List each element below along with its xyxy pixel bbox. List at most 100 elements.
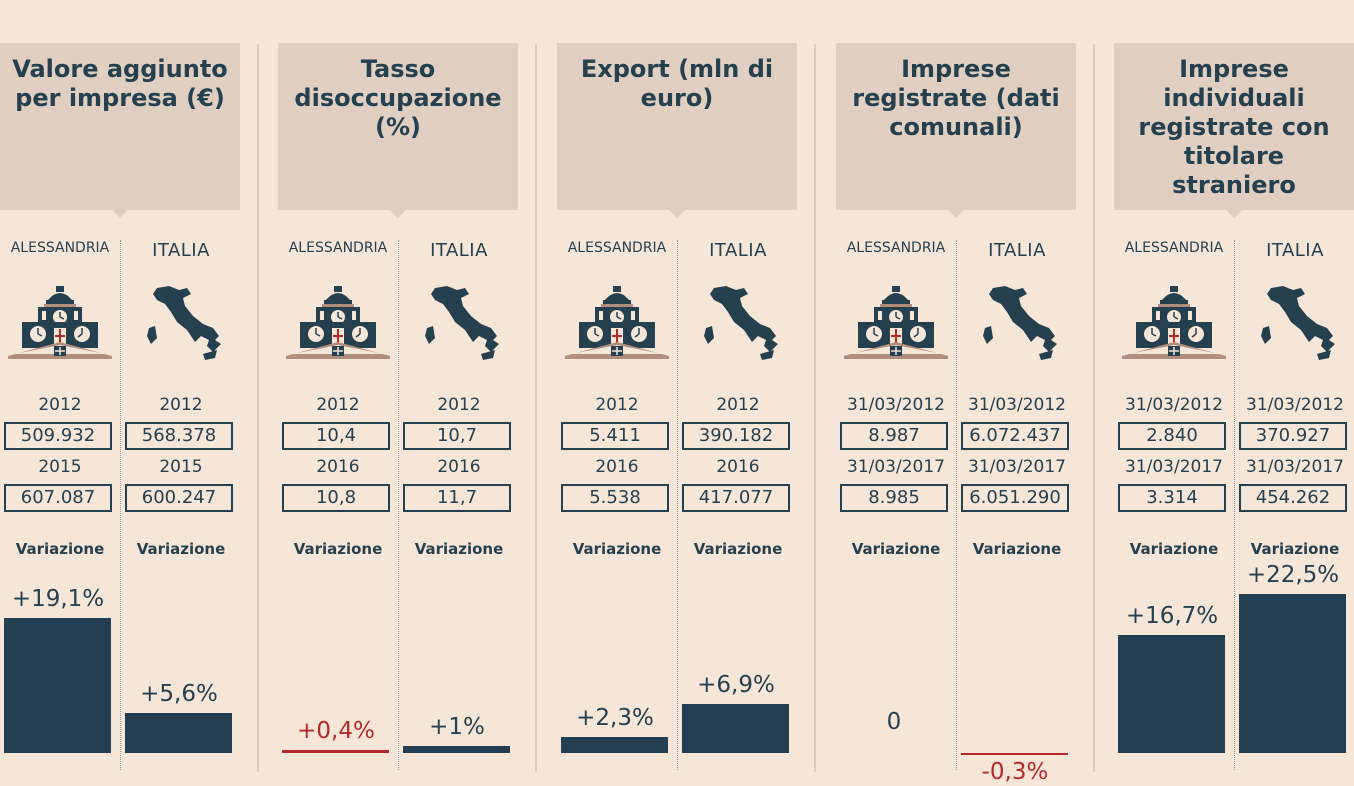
panel-separator <box>814 44 816 772</box>
year-label: 31/03/2017 <box>1246 457 1344 477</box>
value-box: 607.087 <box>4 484 112 512</box>
variation-label: Variazione <box>1129 540 1219 558</box>
variation-bar <box>125 713 232 753</box>
town-hall-clock-icon <box>278 284 398 364</box>
year-label: 2016 <box>316 457 360 477</box>
region-label: ITALIA <box>152 240 210 261</box>
column-italia: ITALIA 2012 390.182 2016 417.077 Variazione +6… <box>678 0 798 786</box>
variation-value: 0 <box>886 709 902 735</box>
column-alessandria: ALESSANDRIA 31/03/2012 8.987 31/03/2017 8.98… <box>836 0 956 786</box>
region-label: ITALIA <box>430 240 488 261</box>
variation-label: Variazione <box>693 540 783 558</box>
region-label: ALESSANDRIA <box>846 240 946 256</box>
value-box: 8.985 <box>840 484 948 512</box>
variation-label: Variazione <box>572 540 662 558</box>
variation-value: +6,9% <box>697 672 775 699</box>
value-box: 370.927 <box>1239 422 1347 450</box>
variation-label: Variazione <box>414 540 504 558</box>
variation-bar <box>682 704 789 753</box>
column-divider <box>1234 240 1235 770</box>
value-box: 11,7 <box>403 484 511 512</box>
region-label: ITALIA <box>988 240 1046 261</box>
chart-title: Imprese registrate (dati comunali) <box>852 55 1060 141</box>
variation-label: Variazione <box>972 540 1062 558</box>
variation-label: Variazione <box>293 540 383 558</box>
variation-value: +1% <box>429 713 485 740</box>
chart-title: Export (mln di euro) <box>580 55 774 112</box>
town-hall-clock-icon <box>557 284 677 364</box>
town-hall-clock-icon <box>1114 284 1234 364</box>
year-label: 2012 <box>316 395 360 415</box>
header-pointer <box>112 210 128 218</box>
year-label: 2012 <box>159 395 203 415</box>
region-label: ALESSANDRIA <box>567 240 667 256</box>
value-box: 568.378 <box>125 422 233 450</box>
year-label: 2012 <box>595 395 639 415</box>
variation-bar <box>403 745 510 753</box>
year-label: 31/03/2017 <box>968 457 1066 477</box>
value-box: 600.247 <box>125 484 233 512</box>
variation-value: +16,7% <box>1125 602 1219 629</box>
panel-separator <box>257 44 259 772</box>
region-label: ITALIA <box>1266 240 1324 261</box>
year-label: 2016 <box>595 457 639 477</box>
variation-bar <box>561 736 668 753</box>
chart-header: Tasso disoccupazione (%) <box>278 43 518 210</box>
chart-panel: Tasso disoccupazione (%) ALESSANDRIA 2012 1… <box>278 0 518 786</box>
chart-panel: Valore aggiunto per impresa (€) ALESSANDR… <box>0 0 240 786</box>
region-label: ALESSANDRIA <box>288 240 388 256</box>
header-pointer <box>669 210 685 218</box>
header-pointer <box>390 210 406 218</box>
value-box: 10,4 <box>282 422 390 450</box>
chart-header: Valore aggiunto per impresa (€) <box>0 43 240 210</box>
column-alessandria: ALESSANDRIA 2012 5.411 2016 5.538 Variazione +… <box>557 0 677 786</box>
variation-value: +22,5% <box>1246 561 1340 588</box>
year-label: 2012 <box>716 395 760 415</box>
year-label: 2012 <box>437 395 481 415</box>
italy-map-icon <box>1235 284 1354 364</box>
variation-value: -0,3% <box>981 759 1049 786</box>
variation-value: +5,6% <box>140 681 218 708</box>
column-divider <box>677 240 678 770</box>
region-label: ITALIA <box>709 240 767 261</box>
year-label: 31/03/2017 <box>847 457 945 477</box>
variation-label: Variazione <box>136 540 226 558</box>
chart-title: Imprese individuali registrate con titol… <box>1138 55 1330 199</box>
year-label: 2016 <box>437 457 481 477</box>
column-italia: ITALIA 2012 10,7 2016 11,7 Variazione +1% <box>399 0 519 786</box>
town-hall-clock-icon <box>0 284 120 364</box>
variation-bar <box>1118 634 1225 753</box>
value-box: 509.932 <box>4 422 112 450</box>
value-box: 5.411 <box>561 422 669 450</box>
year-label: 2015 <box>159 457 203 477</box>
value-box: 2.840 <box>1118 422 1226 450</box>
column-divider <box>120 240 121 770</box>
variation-label: Variazione <box>851 540 941 558</box>
year-label: 2015 <box>38 457 82 477</box>
italy-map-icon <box>121 284 241 364</box>
chart-header: Export (mln di euro) <box>557 43 797 210</box>
chart-panel: Export (mln di euro) ALESSANDRIA 2012 5.411… <box>557 0 797 786</box>
header-pointer <box>948 210 964 218</box>
chart-title: Tasso disoccupazione (%) <box>294 55 502 141</box>
chart-title: Valore aggiunto per impresa (€) <box>12 55 228 112</box>
variation-bar <box>961 753 1068 756</box>
value-box: 8.987 <box>840 422 948 450</box>
italy-map-icon <box>399 284 519 364</box>
column-divider <box>398 240 399 770</box>
value-box: 6.051.290 <box>961 484 1069 512</box>
chart-header: Imprese individuali registrate con titol… <box>1114 43 1354 210</box>
header-pointer <box>1226 210 1242 218</box>
year-label: 31/03/2012 <box>1246 395 1344 415</box>
variation-value: +19,1% <box>11 585 105 612</box>
value-box: 390.182 <box>682 422 790 450</box>
town-hall-clock-icon <box>836 284 956 364</box>
column-alessandria: ALESSANDRIA 31/03/2012 2.840 31/03/2017 3.31… <box>1114 0 1234 786</box>
italy-map-icon <box>678 284 798 364</box>
variation-value: +0,4% <box>297 718 375 745</box>
column-italia: ITALIA 31/03/2012 370.927 31/03/2017 454.262… <box>1235 0 1354 786</box>
year-label: 31/03/2012 <box>968 395 1066 415</box>
year-label: 2016 <box>716 457 760 477</box>
chart-panel: Imprese registrate (dati comunali) ALESSA… <box>836 0 1076 786</box>
variation-label: Variazione <box>1250 540 1340 558</box>
